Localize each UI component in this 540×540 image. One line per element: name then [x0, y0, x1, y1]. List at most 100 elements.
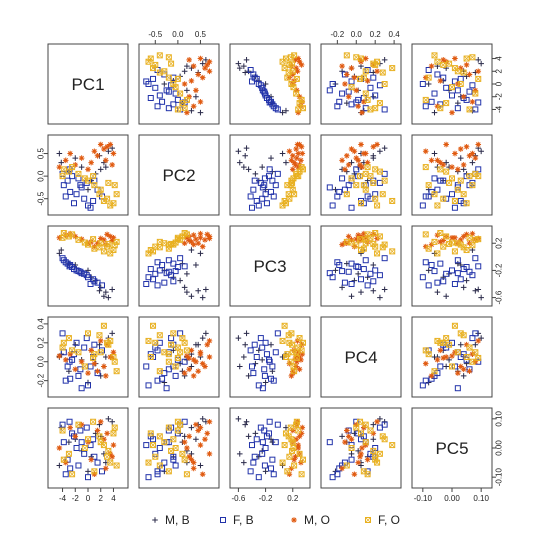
- data-point: [434, 157, 441, 164]
- data-point: [199, 471, 206, 478]
- data-point: [188, 293, 195, 300]
- data-point: [293, 146, 299, 152]
- data-point: [77, 427, 84, 434]
- data-point: [293, 75, 300, 82]
- data-point: [345, 433, 352, 440]
- data-point: [88, 347, 94, 354]
- legend-item-f-o: F, O: [365, 513, 400, 527]
- data-point: [263, 200, 270, 207]
- data-point: [109, 162, 115, 168]
- data-point: [150, 65, 157, 72]
- data-point: [165, 351, 172, 358]
- data-point: [449, 191, 455, 198]
- data-point: [284, 468, 291, 475]
- data-point: [443, 270, 450, 277]
- panel-pc4-pc5: [411, 316, 493, 398]
- data-point: [97, 433, 104, 440]
- data-point: [235, 60, 242, 67]
- data-point: [463, 231, 470, 238]
- data-point: [348, 451, 355, 457]
- data-point: [370, 262, 377, 268]
- data-point: [62, 377, 69, 384]
- data-point: [109, 286, 115, 293]
- data-point: [374, 68, 380, 75]
- data-point: [270, 103, 277, 110]
- data-point: [457, 341, 464, 348]
- tick-label: -2: [495, 93, 504, 101]
- data-point: [250, 186, 257, 193]
- data-point: [105, 341, 112, 348]
- data-point: [478, 60, 484, 67]
- data-point: [279, 58, 286, 65]
- data-point: [466, 234, 473, 241]
- data-point: [377, 148, 383, 155]
- data-point: [168, 447, 175, 454]
- data-point: [199, 74, 206, 81]
- data-point: [202, 436, 208, 443]
- data-point: [154, 282, 161, 289]
- data-point: [188, 239, 195, 245]
- data-point: [72, 433, 79, 440]
- data-point: [190, 232, 197, 238]
- data-point: [361, 150, 367, 157]
- data-point: [190, 465, 197, 472]
- data-point: [454, 270, 461, 277]
- data-point: [152, 84, 159, 91]
- data-point: [172, 372, 179, 379]
- tick-label: 0.2: [287, 494, 299, 503]
- panel-pc5-pc5: PC5: [411, 407, 493, 489]
- data-point: [188, 456, 195, 463]
- data-point: [105, 240, 112, 247]
- legend-item-m-b: M, B: [152, 513, 190, 527]
- data-point: [376, 450, 383, 457]
- data-point: [73, 445, 80, 451]
- tick-label: -0.10: [414, 494, 433, 503]
- data-point: [359, 164, 365, 170]
- data-point: [469, 159, 476, 166]
- data-point: [58, 247, 65, 253]
- data-point: [67, 188, 74, 195]
- data-point: [334, 103, 341, 110]
- data-point: [245, 166, 252, 173]
- data-point: [379, 191, 386, 198]
- data-point: [85, 382, 91, 389]
- data-point: [289, 179, 296, 186]
- data-point: [91, 341, 98, 348]
- data-point: [97, 338, 104, 344]
- data-point: [163, 87, 170, 94]
- data-point: [358, 141, 364, 148]
- data-point: [181, 81, 188, 87]
- data-point: [259, 439, 266, 446]
- data-point: [372, 105, 379, 112]
- data-point: [66, 439, 72, 445]
- data-point: [463, 62, 470, 68]
- data-point: [355, 103, 361, 110]
- data-point: [290, 363, 297, 370]
- data-point: [206, 235, 213, 242]
- data-point: [143, 442, 150, 449]
- data-point: [348, 175, 355, 182]
- data-point: [165, 424, 172, 431]
- data-point: [259, 164, 265, 170]
- data-point: [460, 332, 467, 339]
- data-point: [431, 175, 438, 182]
- data-point: [425, 245, 432, 252]
- data-point: [353, 236, 360, 242]
- data-point: [247, 67, 254, 73]
- data-point: [67, 150, 73, 157]
- data-point: [150, 75, 157, 82]
- data-point: [355, 271, 361, 277]
- data-point: [362, 90, 369, 97]
- series-f-o: [279, 322, 306, 375]
- data-point: [469, 358, 476, 365]
- data-point: [250, 459, 257, 466]
- data-point: [463, 360, 470, 367]
- data-point: [381, 81, 388, 87]
- data-point: [103, 373, 109, 379]
- data-point: [199, 60, 206, 67]
- panel-pc4-pc1: [47, 316, 129, 398]
- tick-label: -0.5: [148, 30, 162, 39]
- data-point: [292, 57, 299, 63]
- panel-frame: [138, 134, 220, 216]
- data-point: [75, 372, 82, 379]
